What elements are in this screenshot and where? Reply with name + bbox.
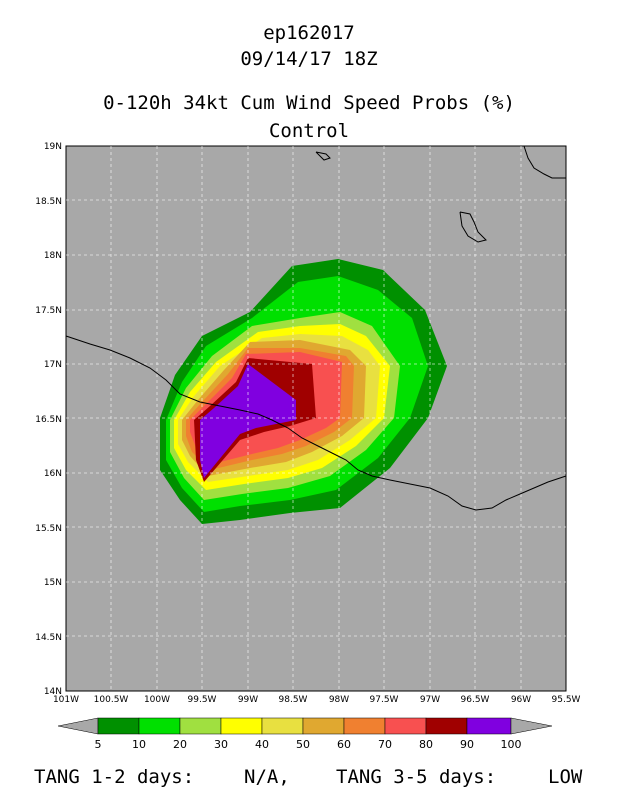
colorbar-swatch-80 (425, 717, 468, 735)
lat-label: 15.5N (35, 524, 62, 534)
lon-label: 97W (420, 695, 440, 705)
colorbar-over-arrow (510, 717, 553, 735)
storm-id-title: ep162017 (263, 22, 355, 44)
colorbar-swatch-5 (97, 717, 140, 735)
lat-label: 16.5N (35, 415, 62, 425)
lon-label: 96W (511, 695, 531, 705)
colorbar-label: 80 (419, 738, 433, 751)
lon-label: 96.5W (461, 695, 490, 705)
colorbar-swatch-40 (261, 717, 304, 735)
lat-label: 19N (44, 142, 62, 152)
probability-contours (160, 259, 447, 524)
colorbar-under-arrow (57, 717, 99, 735)
tang-1-2-label: TANG 1-2 days: (34, 766, 195, 788)
colorbar-label: 90 (460, 738, 474, 751)
colorbar: 5 10 20 30 40 50 60 70 80 90 100 (57, 717, 553, 751)
lon-label: 97.5W (370, 695, 399, 705)
colorbar-swatch-10 (138, 717, 181, 735)
tang-1-2-value: N/A, (244, 766, 290, 788)
lon-label: 100W (144, 695, 170, 705)
product-title: 0-120h 34kt Cum Wind Speed Probs (%) (103, 92, 515, 114)
colorbar-label: 5 (95, 738, 102, 751)
lat-label: 17.5N (35, 306, 62, 316)
map-figure: 19N 18.5N 18N 17.5N 17N 16.5N 16N 15.5N … (35, 142, 581, 751)
colorbar-label: 10 (132, 738, 146, 751)
colorbar-label: 70 (378, 738, 392, 751)
graticule (66, 146, 566, 691)
lat-label: 16N (44, 469, 62, 479)
lat-label: 18N (44, 251, 62, 261)
colorbar-label: 60 (337, 738, 351, 751)
lon-label: 98.5W (279, 695, 308, 705)
lon-label: 98W (329, 695, 349, 705)
lat-label: 14N (44, 687, 62, 697)
lat-label: 17N (44, 360, 62, 370)
lon-tick-labels: 101W 100.5W 100W 99.5W 99W 98.5W 98W 97.… (53, 695, 581, 705)
lon-label: 99.5W (188, 695, 217, 705)
colorbar-swatch-60 (343, 717, 386, 735)
lon-label: 100.5W (94, 695, 129, 705)
coastline (65, 145, 567, 511)
colorbar-label: 50 (296, 738, 310, 751)
tang-3-5-value: LOW (548, 766, 583, 788)
colorbar-swatch-50 (302, 717, 345, 735)
colorbar-swatch-70 (384, 717, 427, 735)
colorbar-swatch-90 (466, 717, 512, 735)
colorbar-label: 100 (501, 738, 522, 751)
colorbar-swatch-20 (179, 717, 222, 735)
contour-90 (200, 364, 296, 478)
lat-tick-labels: 19N 18.5N 18N 17.5N 17N 16.5N 16N 15.5N … (35, 142, 62, 697)
lat-label: 18.5N (35, 197, 62, 207)
lon-label: 99W (238, 695, 258, 705)
run-title: Control (268, 120, 350, 142)
colorbar-label: 40 (255, 738, 269, 751)
lon-label: 101W (53, 695, 79, 705)
lat-label: 15N (44, 578, 62, 588)
colorbar-label: 20 (173, 738, 187, 751)
datetime-title: 09/14/17 18Z (240, 48, 378, 70)
tang-3-5-label: TANG 3-5 days: (336, 766, 497, 788)
colorbar-label: 30 (214, 738, 228, 751)
lat-label: 14.5N (35, 633, 62, 643)
lon-label: 95.5W (552, 695, 581, 705)
colorbar-swatch-30 (220, 717, 263, 735)
